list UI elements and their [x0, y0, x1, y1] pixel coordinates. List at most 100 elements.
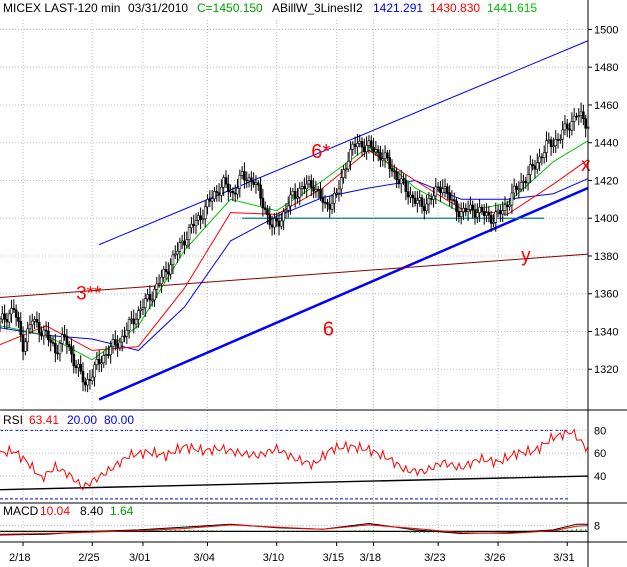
candle-body — [293, 191, 297, 199]
rsi-tick-label: 60 — [594, 448, 606, 460]
chart-annotation: y — [521, 246, 531, 267]
chart-annotation: x — [581, 155, 591, 176]
candle-body — [420, 197, 424, 207]
candle-body — [224, 177, 228, 185]
candle-body — [365, 145, 368, 153]
candle-body — [256, 182, 260, 186]
candle-body — [19, 321, 23, 336]
candle-body — [213, 191, 216, 200]
candle-body — [243, 171, 246, 181]
candle-body — [575, 115, 578, 118]
candle-body — [167, 271, 170, 275]
candle-body — [351, 143, 355, 150]
candle-body — [10, 308, 13, 315]
candle-body — [476, 212, 479, 218]
candle-body — [97, 359, 101, 365]
candle-body — [333, 193, 336, 204]
candle-body — [192, 223, 195, 227]
candle-body — [164, 269, 168, 273]
candle-body — [335, 192, 338, 195]
candle-body — [28, 324, 32, 330]
candle-body — [464, 207, 468, 212]
candle-body — [303, 186, 306, 190]
candle-body — [252, 181, 255, 185]
candle-body — [494, 211, 498, 223]
candle-body — [307, 180, 311, 185]
candle-body — [229, 190, 232, 193]
candle-body — [538, 156, 541, 163]
candle-body — [577, 115, 581, 117]
candle-body — [93, 364, 96, 378]
candle-body — [406, 191, 410, 198]
candle-body — [217, 192, 221, 196]
candle-body — [517, 188, 521, 191]
candle-body — [328, 203, 332, 210]
candle-body — [102, 355, 106, 364]
candle-body — [35, 319, 39, 323]
candle-body — [261, 197, 265, 209]
candle-body — [469, 204, 472, 210]
candle-body — [169, 264, 172, 275]
candle-body — [178, 242, 182, 252]
candle-body — [42, 329, 46, 337]
candle-body — [393, 170, 396, 173]
candle-body — [118, 341, 122, 349]
candle-body — [584, 118, 587, 129]
candle-body — [21, 334, 25, 352]
header-study-value-1: 1421.291 — [373, 1, 423, 15]
candle-body — [427, 197, 431, 205]
candle-body — [282, 211, 285, 222]
y-tick-label: 1320 — [594, 364, 618, 376]
candle-body — [116, 343, 119, 349]
candle-body — [273, 218, 276, 228]
candle-body — [171, 254, 175, 266]
candle-body — [0, 318, 2, 323]
candle-body — [425, 203, 428, 211]
x-tick-label: 3/01 — [129, 552, 150, 564]
chart-annotation: 6 — [323, 318, 334, 340]
candle-body — [60, 334, 64, 344]
candle-body — [480, 206, 484, 213]
candle-body — [250, 177, 253, 183]
candle-body — [314, 188, 318, 192]
candle-body — [579, 111, 583, 116]
candle-body — [524, 181, 528, 184]
header-date: 03/31/2010 — [128, 1, 188, 15]
rsi-lower-level: 20.00 — [67, 413, 97, 427]
candle-body — [12, 308, 16, 311]
rsi-tick-label: 40 — [594, 471, 606, 483]
y-tick-label: 1360 — [594, 289, 618, 301]
macd-tick-label: 8 — [594, 521, 600, 533]
candle-body — [363, 146, 366, 153]
candle-body — [194, 220, 198, 227]
candle-body — [572, 115, 576, 122]
candle-body — [111, 339, 115, 347]
candle-body — [88, 379, 92, 382]
candle-body — [58, 343, 62, 355]
candle-body — [47, 330, 50, 341]
header-study-value-3: 1441.615 — [487, 1, 537, 15]
candle-body — [197, 215, 200, 221]
candle-body — [582, 111, 585, 119]
candle-body — [337, 188, 341, 194]
candle-body — [533, 165, 537, 170]
candle-body — [300, 186, 304, 189]
header-study-value-2: 1430.830 — [430, 1, 480, 15]
candle-body — [56, 352, 59, 355]
candle-body — [222, 177, 225, 188]
candle-body — [570, 121, 574, 131]
candle-body — [376, 149, 380, 153]
candle-body — [127, 319, 131, 331]
candle-body — [30, 320, 34, 326]
candle-body — [455, 200, 458, 212]
candle-body — [552, 145, 555, 148]
candle-body — [353, 143, 357, 148]
candle-body — [226, 183, 230, 193]
candle-body — [277, 220, 281, 227]
candle-body — [203, 206, 207, 220]
candle-body — [81, 370, 85, 383]
candle-body — [104, 354, 108, 356]
x-tick-label: 3/26 — [484, 552, 505, 564]
